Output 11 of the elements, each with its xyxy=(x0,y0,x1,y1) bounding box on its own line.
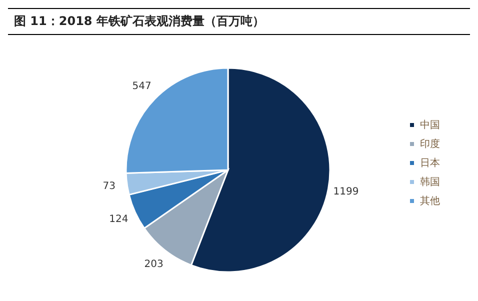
legend-label: 印度 xyxy=(420,138,440,150)
data-label: 1199 xyxy=(333,186,359,198)
legend-label: 其他 xyxy=(420,194,440,208)
legend-label: 中国 xyxy=(420,118,440,132)
legend-label: 韩国 xyxy=(420,176,440,188)
chart-title: 图 11：2018 年铁矿石表观消费量（百万吨） xyxy=(8,8,470,35)
legend-label: 日本 xyxy=(420,156,440,170)
data-label: 203 xyxy=(144,258,164,270)
data-label: 73 xyxy=(102,180,116,192)
data-label: 547 xyxy=(132,80,152,92)
data-label: 124 xyxy=(109,214,128,226)
